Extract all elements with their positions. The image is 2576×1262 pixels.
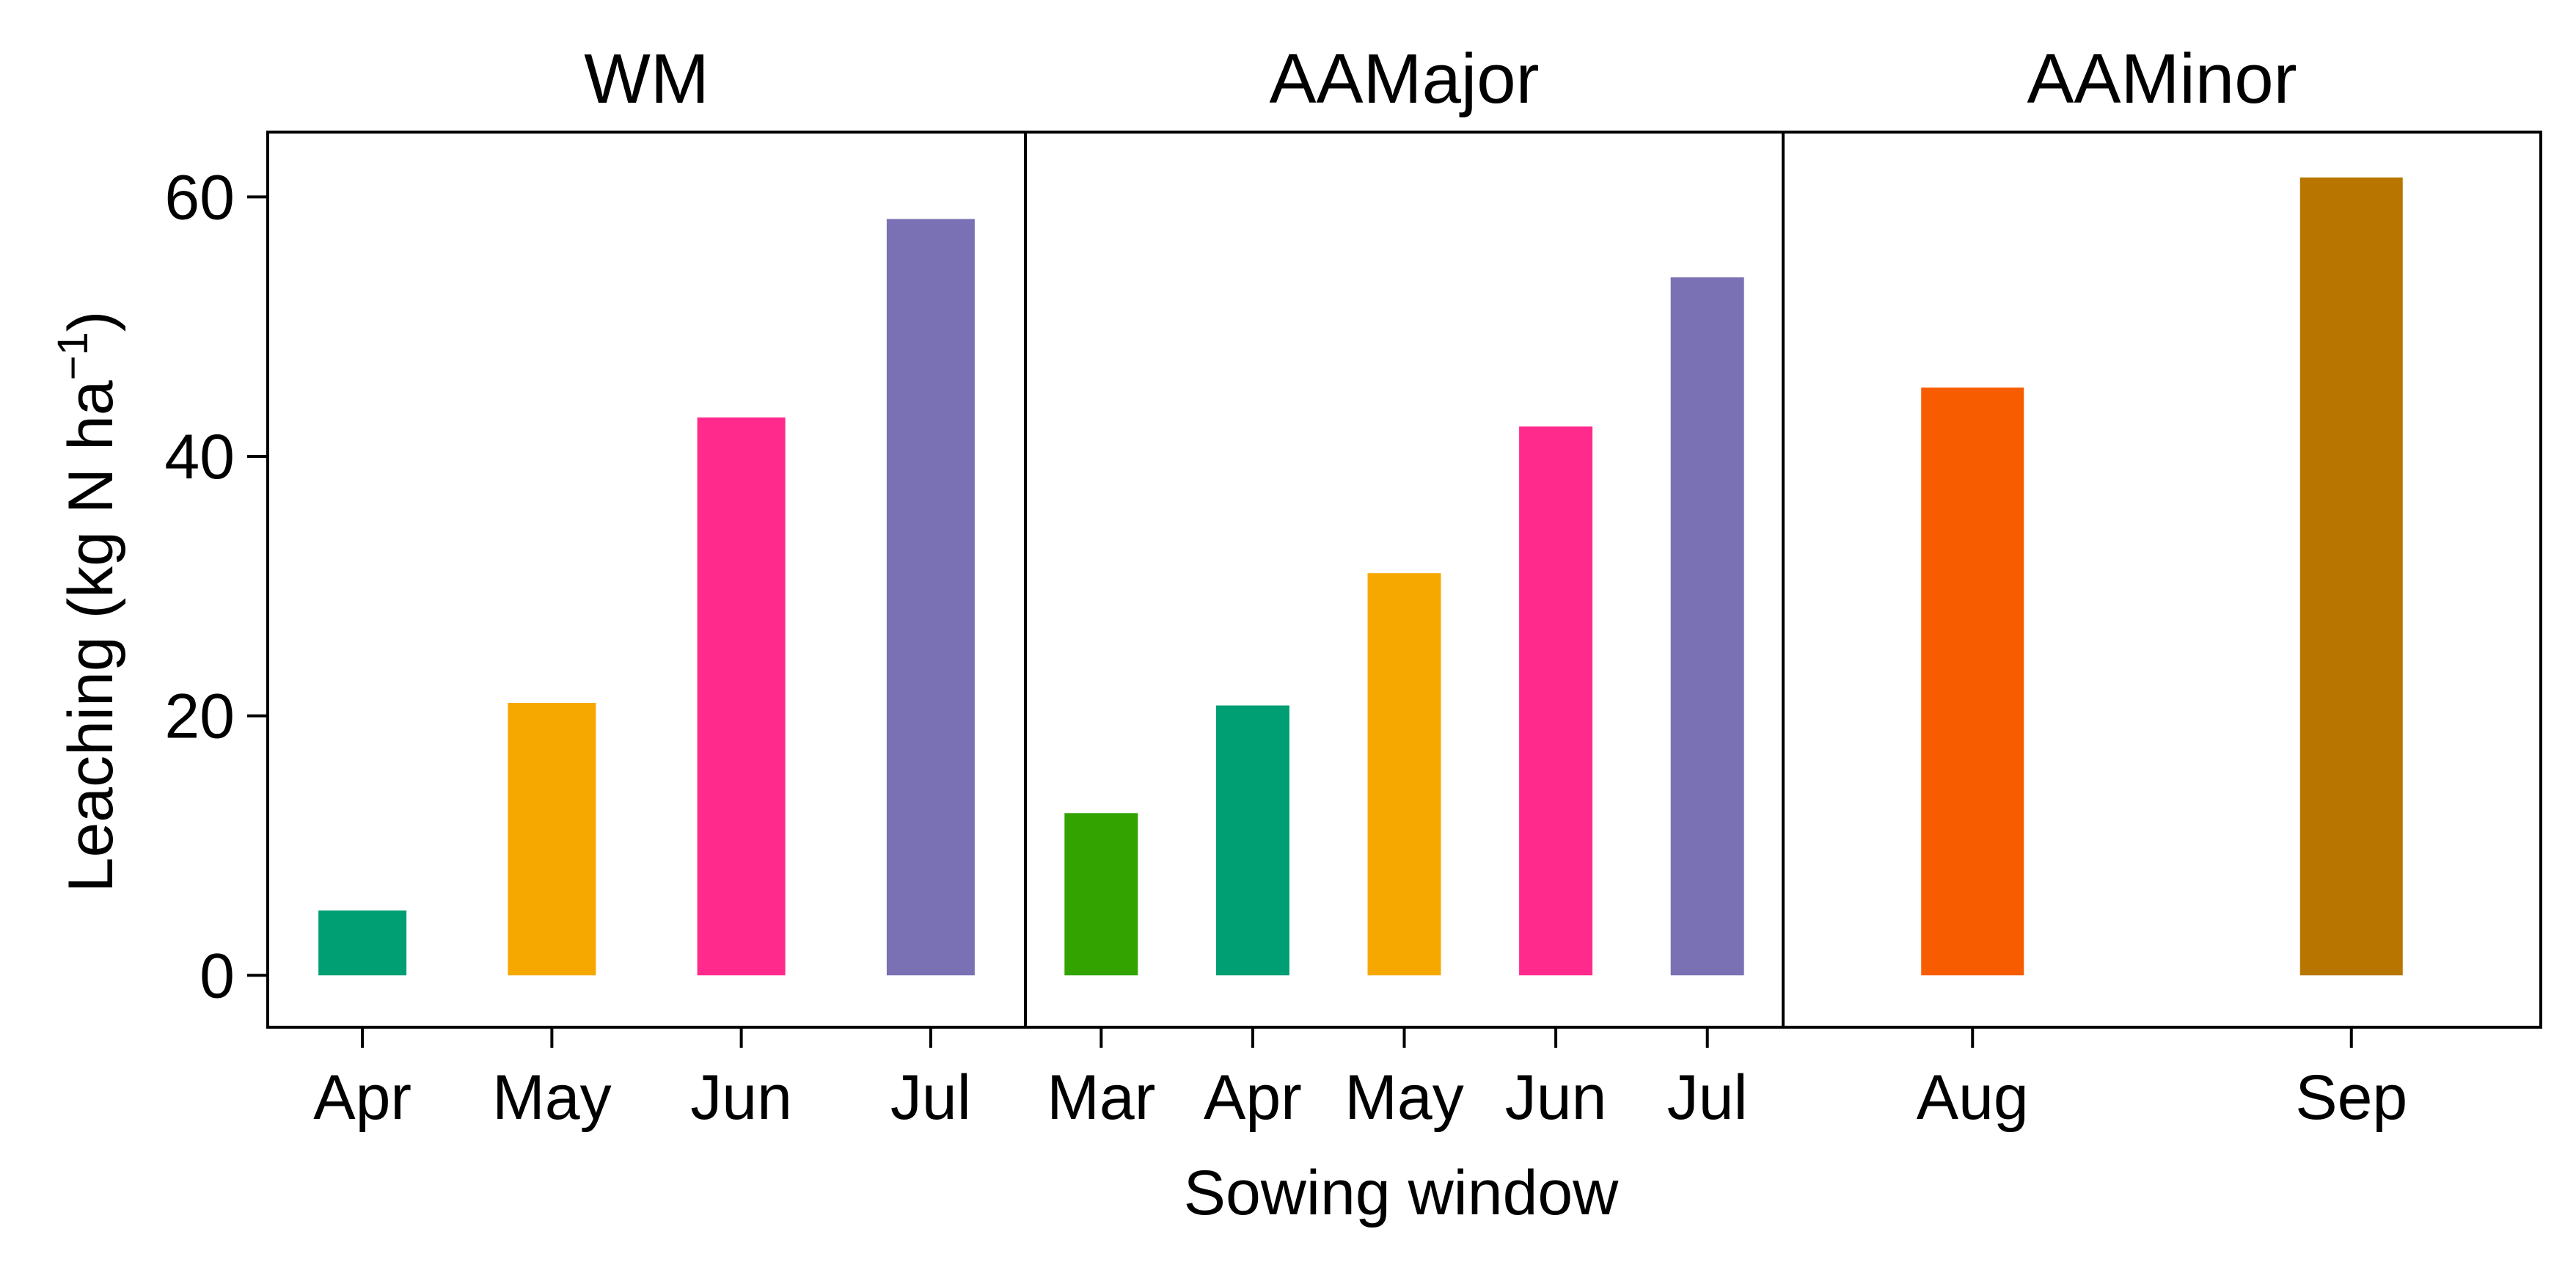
- x-tick-label: May: [492, 1062, 611, 1133]
- bar-jul: [886, 219, 975, 976]
- x-tick-label: Jun: [690, 1062, 792, 1133]
- bar-aug: [1921, 387, 2024, 976]
- y-axis-title: Leaching (kg N ha−1): [49, 311, 126, 893]
- x-axis-title: Sowing window: [1184, 1158, 1620, 1228]
- bar-jun: [1519, 426, 1593, 976]
- bar-mar: [1064, 813, 1138, 976]
- x-tick-label: May: [1344, 1062, 1463, 1133]
- panel-title: AAMinor: [2027, 40, 2297, 118]
- bar-apr: [318, 910, 407, 976]
- panel-wm: WM Apr May Jun Jul: [266, 40, 1027, 1133]
- x-tick-label: Apr: [1204, 1062, 1302, 1133]
- x-tick-label: Jul: [1667, 1062, 1748, 1133]
- y-tick-label: 0: [200, 941, 235, 1011]
- y-tick-label: 20: [164, 682, 235, 752]
- bar-sep: [2299, 177, 2403, 976]
- bar-may: [1367, 573, 1441, 976]
- bar-jun: [697, 417, 786, 976]
- panel-title: WM: [584, 40, 709, 118]
- x-tick-label: Jul: [890, 1062, 971, 1133]
- x-tick-label: Apr: [313, 1062, 411, 1133]
- panel-aamajor: AAMajor Mar Apr May Jun Jul: [1024, 40, 1785, 1133]
- x-tick-label: Jun: [1505, 1062, 1607, 1133]
- y-tick-label: 40: [164, 422, 235, 492]
- bar-jul: [1670, 277, 1744, 976]
- y-tick-label: 60: [164, 162, 235, 233]
- x-tick-label: Mar: [1047, 1062, 1155, 1133]
- panel-title: AAMajor: [1269, 40, 1539, 118]
- x-tick-label: Sep: [2295, 1062, 2407, 1133]
- panel-frame: [1782, 131, 2542, 1029]
- panel-aaminor: AAMinor Aug Sep: [1782, 40, 2542, 1133]
- bar-apr: [1215, 705, 1289, 976]
- bar-may: [508, 702, 596, 976]
- x-tick-label: Aug: [1917, 1062, 2029, 1133]
